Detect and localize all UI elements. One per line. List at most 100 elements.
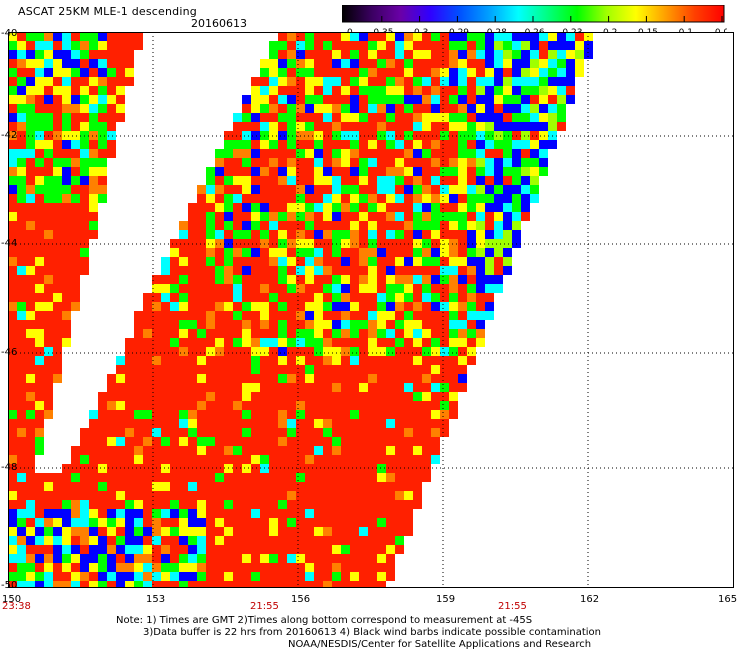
swath-cell	[44, 95, 53, 104]
swath-cell	[89, 194, 98, 203]
swath-cell	[494, 176, 503, 185]
swath-cell	[152, 455, 161, 464]
swath-cell	[179, 581, 188, 588]
swath-cell	[332, 140, 341, 149]
swath-cell	[161, 302, 170, 311]
swath-cell	[395, 383, 404, 392]
swath-cell	[341, 86, 350, 95]
swath-cell	[287, 374, 296, 383]
swath-cell	[197, 410, 206, 419]
swath-cell	[179, 473, 188, 482]
swath-cell	[314, 212, 323, 221]
swath-cell	[341, 185, 350, 194]
swath-cell	[152, 320, 161, 329]
swath-cell	[134, 311, 143, 320]
swath-cell	[224, 167, 233, 176]
swath-cell	[314, 356, 323, 365]
swath-cell	[98, 392, 107, 401]
swath-cell	[404, 149, 413, 158]
swath-cell	[80, 266, 89, 275]
swath-cell	[152, 401, 161, 410]
swath-cell	[278, 194, 287, 203]
swath-cell	[80, 176, 89, 185]
swath-cell	[242, 221, 251, 230]
swath-cell	[386, 509, 395, 518]
swath-cell	[44, 356, 53, 365]
swath-cell	[323, 131, 332, 140]
swath-cell	[395, 266, 404, 275]
swath-cell	[296, 347, 305, 356]
swath-cell	[476, 185, 485, 194]
swath-cell	[350, 491, 359, 500]
swath-cell	[395, 500, 404, 509]
swath-cell	[413, 50, 422, 59]
swath-cell	[296, 392, 305, 401]
swath-cell	[314, 194, 323, 203]
swath-cell	[449, 302, 458, 311]
swath-cell	[125, 32, 134, 41]
swath-cell	[251, 320, 260, 329]
swath-cell	[8, 41, 17, 50]
swath-cell	[458, 194, 467, 203]
swath-cell	[386, 239, 395, 248]
swath-cell	[287, 518, 296, 527]
swath-cell	[17, 284, 26, 293]
swath-cell	[224, 563, 233, 572]
swath-cell	[431, 455, 440, 464]
swath-cell	[233, 329, 242, 338]
swath-cell	[269, 185, 278, 194]
swath-cell	[53, 167, 62, 176]
swath-cell	[422, 122, 431, 131]
swath-cell	[557, 104, 566, 113]
swath-cell	[89, 572, 98, 581]
swath-cell	[17, 446, 26, 455]
swath-cell	[431, 149, 440, 158]
swath-cell	[188, 428, 197, 437]
swath-cell	[215, 329, 224, 338]
swath-cell	[8, 347, 17, 356]
swath-cell	[305, 491, 314, 500]
swath-cell	[530, 104, 539, 113]
swath-cell	[494, 248, 503, 257]
swath-cell	[395, 527, 404, 536]
swath-cell	[179, 293, 188, 302]
swath-cell	[35, 122, 44, 131]
swath-cell	[251, 419, 260, 428]
swath-cell	[125, 482, 134, 491]
swath-cell	[251, 248, 260, 257]
swath-cell	[413, 149, 422, 158]
swath-cell	[359, 95, 368, 104]
swath-cell	[377, 59, 386, 68]
swath-cell	[278, 68, 287, 77]
swath-cell	[386, 194, 395, 203]
swath-cell	[341, 302, 350, 311]
swath-cell	[359, 482, 368, 491]
swath-cell	[215, 167, 224, 176]
swath-cell	[242, 257, 251, 266]
swath-cell	[242, 482, 251, 491]
swath-cell	[548, 122, 557, 131]
swath-cell	[494, 68, 503, 77]
swath-cell	[107, 572, 116, 581]
swath-cell	[485, 248, 494, 257]
swath-cell	[197, 311, 206, 320]
swath-cell	[80, 140, 89, 149]
swath-cell	[197, 230, 206, 239]
swath-cell	[359, 176, 368, 185]
swath-cell	[341, 455, 350, 464]
swath-cell	[8, 113, 17, 122]
swath-cell	[332, 545, 341, 554]
swath-cell	[323, 284, 332, 293]
swath-cell	[503, 248, 512, 257]
swath-cell	[26, 374, 35, 383]
swath-cell	[332, 86, 341, 95]
swath-cell	[305, 212, 314, 221]
swath-cell	[260, 365, 269, 374]
swath-cell	[530, 131, 539, 140]
swath-cell	[521, 113, 530, 122]
swath-cell	[305, 149, 314, 158]
swath-cell	[296, 68, 305, 77]
swath-cell	[305, 329, 314, 338]
swath-cell	[89, 185, 98, 194]
swath-cell	[494, 167, 503, 176]
